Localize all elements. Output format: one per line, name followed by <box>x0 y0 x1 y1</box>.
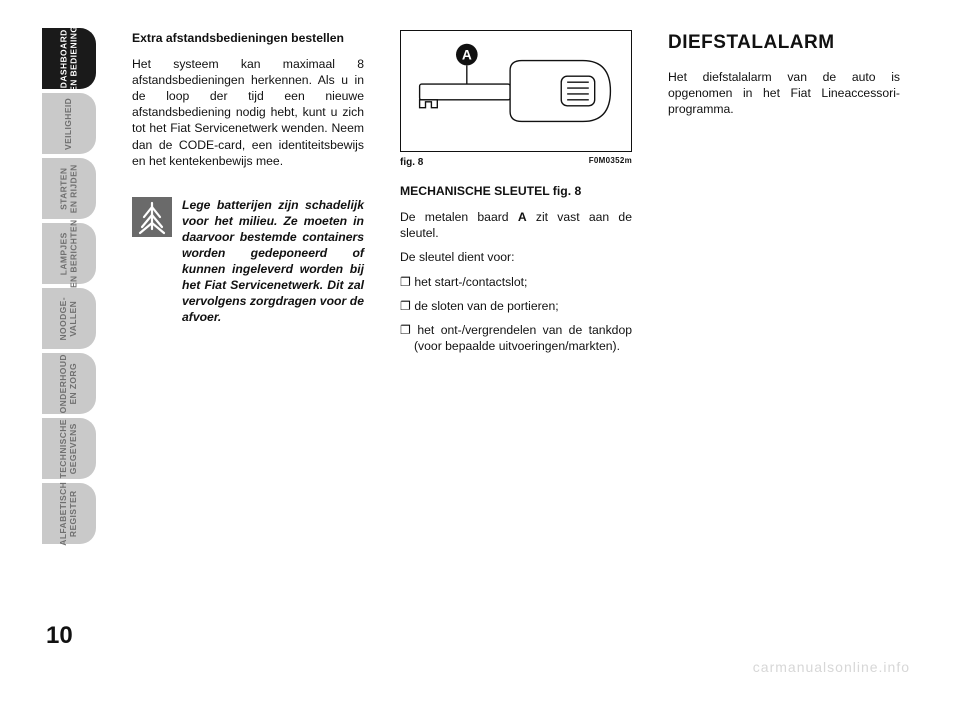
watermark: carmanualsonline.info <box>753 659 910 675</box>
tab-veiligheid[interactable]: VEILIGHEID <box>42 93 96 154</box>
page-number: 10 <box>46 622 73 650</box>
body-line: De sleutel dient voor: <box>400 249 632 265</box>
tab-label: ONDERHOUD EN ZORG <box>59 354 79 413</box>
list-item: de sloten van de portieren; <box>400 298 632 314</box>
body-line: De metalen baard A zit vast aan de sleut… <box>400 209 632 241</box>
figure-marker-label: A <box>462 48 472 63</box>
tab-starten-en-rijden[interactable]: STARTEN EN RIJDEN <box>42 158 96 219</box>
list-item: het ont-/vergrendelen van de tankdop (vo… <box>400 322 632 354</box>
manual-page: DASHBOARD EN BEDIENING VEILIGHEID STARTE… <box>0 0 960 709</box>
tab-label: TECHNISCHE GEGEVENS <box>59 419 79 478</box>
tab-label: VEILIGHEID <box>64 97 74 149</box>
tab-alfabetisch-register[interactable]: ALFABETISCH REGISTER <box>42 483 96 544</box>
body-paragraph: Het systeem kan maximaal 8 afstandsbedie… <box>132 56 364 169</box>
text-bold: A <box>518 210 527 224</box>
environment-callout: Lege batterijen zijn schadelijk voor het… <box>132 197 364 326</box>
tab-label: NOODGE- VALLEN <box>59 297 79 340</box>
column-2: A fig. 8 F0M0352m MECHANISCHE SLEUTEL fi… <box>400 30 632 679</box>
body-paragraph: Het diefstalalarm van de auto is opgenom… <box>668 69 900 117</box>
list-item: het start-/contactslot; <box>400 274 632 290</box>
figure-code: F0M0352m <box>589 156 632 169</box>
section-heading: MECHANISCHE SLEUTEL fig. 8 <box>400 183 632 199</box>
tab-label: LAMPJES EN BERICHTEN <box>59 219 79 288</box>
figure-label: fig. 8 <box>400 156 423 169</box>
callout-text: Lege batterijen zijn schadelijk voor het… <box>182 197 364 326</box>
figure-8-key-illustration: A <box>400 30 632 152</box>
tab-label: DASHBOARD EN BEDIENING <box>59 25 79 91</box>
section-heading: Extra afstandsbedieningen bestellen <box>132 30 364 46</box>
tab-dashboard-en-bediening[interactable]: DASHBOARD EN BEDIENING <box>42 28 96 89</box>
tab-technische-gegevens[interactable]: TECHNISCHE GEGEVENS <box>42 418 96 479</box>
recycle-icon <box>132 197 172 237</box>
column-3: DIEFSTALALARM Het diefstalalarm van de a… <box>668 30 900 679</box>
tab-noodgevallen[interactable]: NOODGE- VALLEN <box>42 288 96 349</box>
tab-onderhoud-en-zorg[interactable]: ONDERHOUD EN ZORG <box>42 353 96 414</box>
section-title: DIEFSTALALARM <box>668 30 900 55</box>
side-tabs: DASHBOARD EN BEDIENING VEILIGHEID STARTE… <box>42 28 96 548</box>
page-content: Extra afstandsbedieningen bestellen Het … <box>132 30 910 679</box>
tab-lampjes-en-berichten[interactable]: LAMPJES EN BERICHTEN <box>42 223 96 284</box>
figure-caption: fig. 8 F0M0352m <box>400 156 632 169</box>
column-1: Extra afstandsbedieningen bestellen Het … <box>132 30 364 679</box>
text-fragment: De metalen baard <box>400 210 518 224</box>
tab-label: STARTEN EN RIJDEN <box>59 164 79 213</box>
tab-label: ALFABETISCH REGISTER <box>59 482 79 546</box>
